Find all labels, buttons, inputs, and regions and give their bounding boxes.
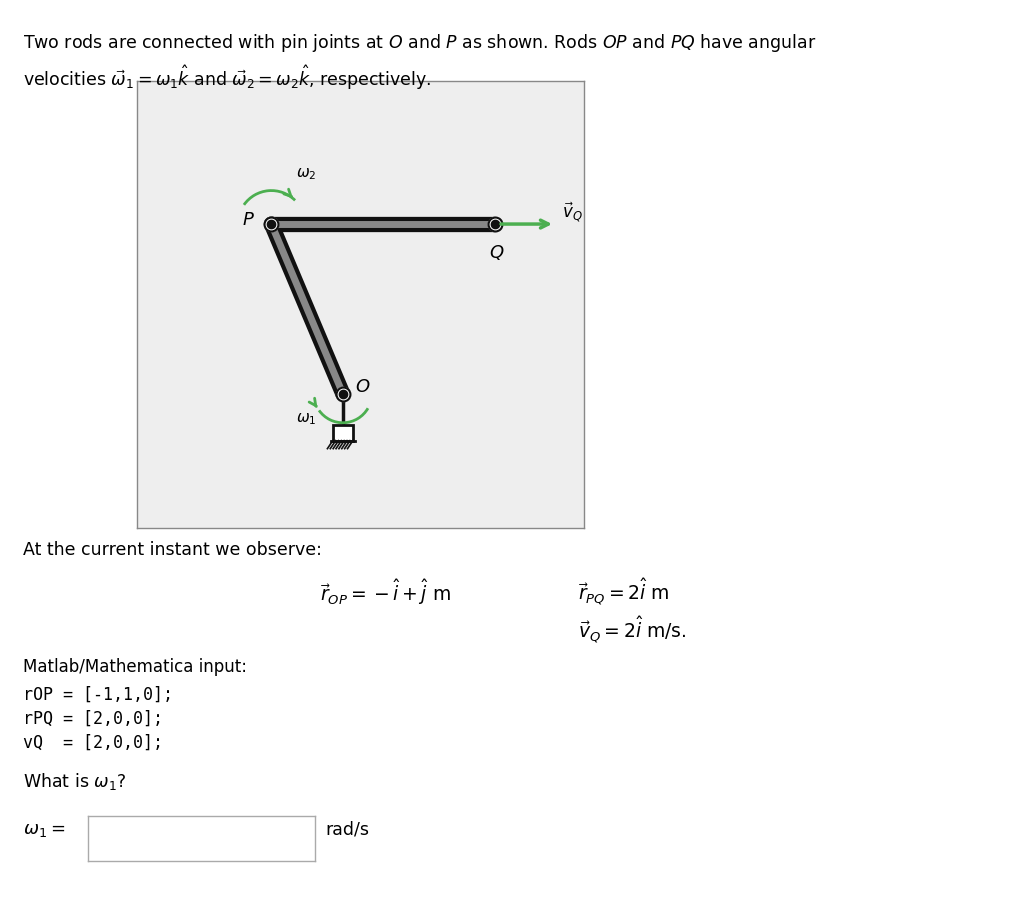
Text: rPQ = [2,0,0];: rPQ = [2,0,0]; xyxy=(23,710,163,728)
Text: Matlab/Mathematica input:: Matlab/Mathematica input: xyxy=(23,658,247,676)
Text: What is $\omega_1$?: What is $\omega_1$? xyxy=(23,771,126,792)
Text: velocities $\vec{\omega}_1 = \omega_1\hat{k}$ and $\vec{\omega}_2 = \omega_2\hat: velocities $\vec{\omega}_1 = \omega_1\ha… xyxy=(23,63,431,92)
Text: rad/s: rad/s xyxy=(325,821,369,839)
Text: $\vec{r}_{OP} = -\hat{i} + \hat{j}$ m: $\vec{r}_{OP} = -\hat{i} + \hat{j}$ m xyxy=(320,577,451,607)
Text: $\vec{r}_{PQ} = 2\hat{i}$ m: $\vec{r}_{PQ} = 2\hat{i}$ m xyxy=(578,577,670,607)
Text: $O$: $O$ xyxy=(355,378,370,396)
Text: $\vec{v}_Q$: $\vec{v}_Q$ xyxy=(561,201,582,226)
FancyBboxPatch shape xyxy=(332,425,353,440)
Text: $\omega_1$: $\omega_1$ xyxy=(296,411,317,428)
Text: rOP = [-1,1,0];: rOP = [-1,1,0]; xyxy=(23,686,172,704)
Text: At the current instant we observe:: At the current instant we observe: xyxy=(23,541,322,559)
Text: $\omega_2$: $\omega_2$ xyxy=(296,166,317,182)
Text: $\omega_1 = $: $\omega_1 = $ xyxy=(23,821,65,839)
Text: $Q$: $Q$ xyxy=(489,243,505,262)
Text: $\vec{v}_Q = 2\hat{i}$ m/s.: $\vec{v}_Q = 2\hat{i}$ m/s. xyxy=(578,615,686,645)
Text: Two rods are connected with pin joints at $O$ and $P$ as shown. Rods $OP$ and $P: Two rods are connected with pin joints a… xyxy=(23,32,816,53)
Text: $P$: $P$ xyxy=(241,211,255,229)
Text: vQ  = [2,0,0];: vQ = [2,0,0]; xyxy=(23,734,163,752)
